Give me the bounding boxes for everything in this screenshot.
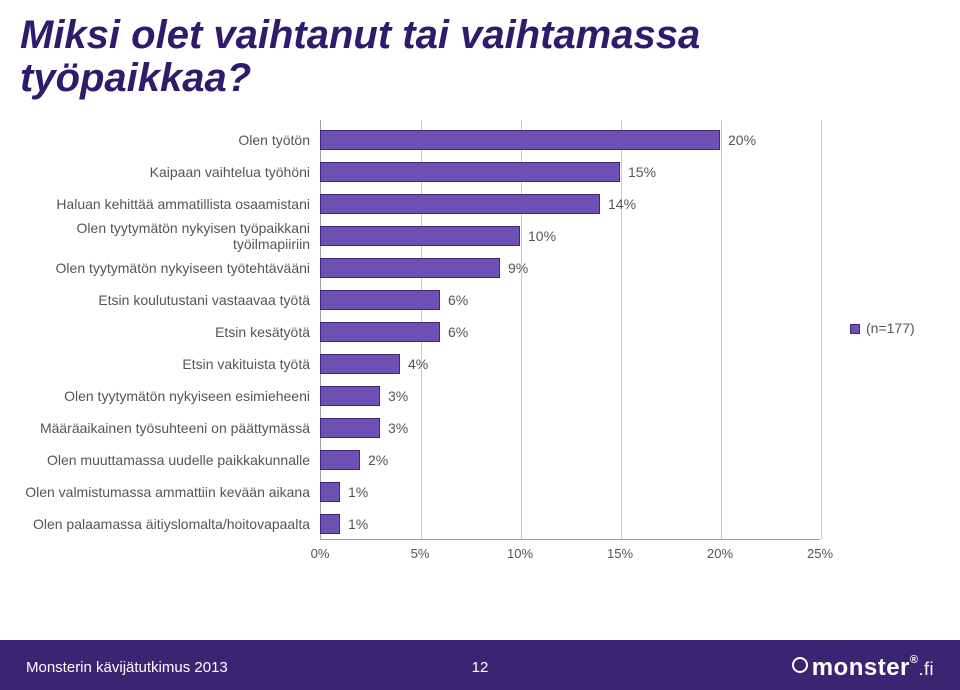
gridline [721,120,722,539]
bar-value: 3% [388,420,408,436]
bar [320,162,620,182]
slide-title: Miksi olet vaihtanut tai vaihtamassa työ… [20,14,780,100]
x-tick-label: 10% [507,546,533,561]
bar-value: 2% [368,452,388,468]
x-tick-label: 0% [311,546,330,561]
bar-label: Olen valmistumassa ammattiin kevään aika… [20,484,310,500]
bar-value: 6% [448,292,468,308]
bar-value: 15% [628,164,656,180]
bar-label: Olen tyytymätön nykyisen työpaikkani työ… [20,220,310,252]
x-tick-label: 20% [707,546,733,561]
footer-text: Monsterin kävijätutkimus 2013 [26,659,228,676]
bar-label: Etsin vakituista työtä [20,356,310,372]
bar-label: Olen tyytymätön nykyiseen esimieheeni [20,388,310,404]
bar-label: Olen työtön [20,132,310,148]
logo-icon [792,657,808,673]
bar-label: Haluan kehittää ammatillista osaamistani [20,196,310,212]
page-number: 12 [472,659,489,676]
bar [320,482,340,502]
bar-value: 3% [388,388,408,404]
gridline [821,120,822,539]
gridline [621,120,622,539]
x-tick-label: 5% [411,546,430,561]
bar-chart: Olen työtön 20% Kaipaan vaihtelua työhöni 1… [20,120,920,600]
monster-logo: monster®.fi [792,654,934,682]
legend-swatch [850,324,860,334]
bar-value: 14% [608,196,636,212]
bar [320,418,380,438]
bar [320,514,340,534]
bar [320,130,720,150]
bar-value: 6% [448,324,468,340]
gridline [521,120,522,539]
bar [320,450,360,470]
bar [320,322,440,342]
bar-value: 9% [508,260,528,276]
legend-text: (n=177) [866,320,915,336]
bar [320,354,400,374]
bar-label: Olen tyytymätön nykyiseen työtehtävääni [20,260,310,276]
slide: Miksi olet vaihtanut tai vaihtamassa työ… [0,0,960,690]
bar-label: Etsin koulutustani vastaavaa työtä [20,292,310,308]
legend: (n=177) [850,320,915,336]
logo-suffix: .fi [918,659,934,679]
x-tick-label: 15% [607,546,633,561]
bar [320,290,440,310]
bar-label: Etsin kesätyötä [20,324,310,340]
bar-value: 4% [408,356,428,372]
bar [320,386,380,406]
footer-bar: Monsterin kävijätutkimus 2013 12 monster… [0,640,960,690]
bar [320,226,520,246]
bar-label: Olen palaamassa äitiyslomalta/hoitovapaa… [20,516,310,532]
bar-value: 1% [348,516,368,532]
x-tick-label: 25% [807,546,833,561]
bar-value: 10% [528,228,556,244]
logo-main: monster [812,654,910,681]
bar-value: 1% [348,484,368,500]
bar-label: Määräaikainen työsuhteeni on päättymässä [20,420,310,436]
bar [320,194,600,214]
bar-label: Kaipaan vaihtelua työhöni [20,164,310,180]
bar-value: 20% [728,132,756,148]
bar [320,258,500,278]
bar-label: Olen muuttamassa uudelle paikkakunnalle [20,452,310,468]
